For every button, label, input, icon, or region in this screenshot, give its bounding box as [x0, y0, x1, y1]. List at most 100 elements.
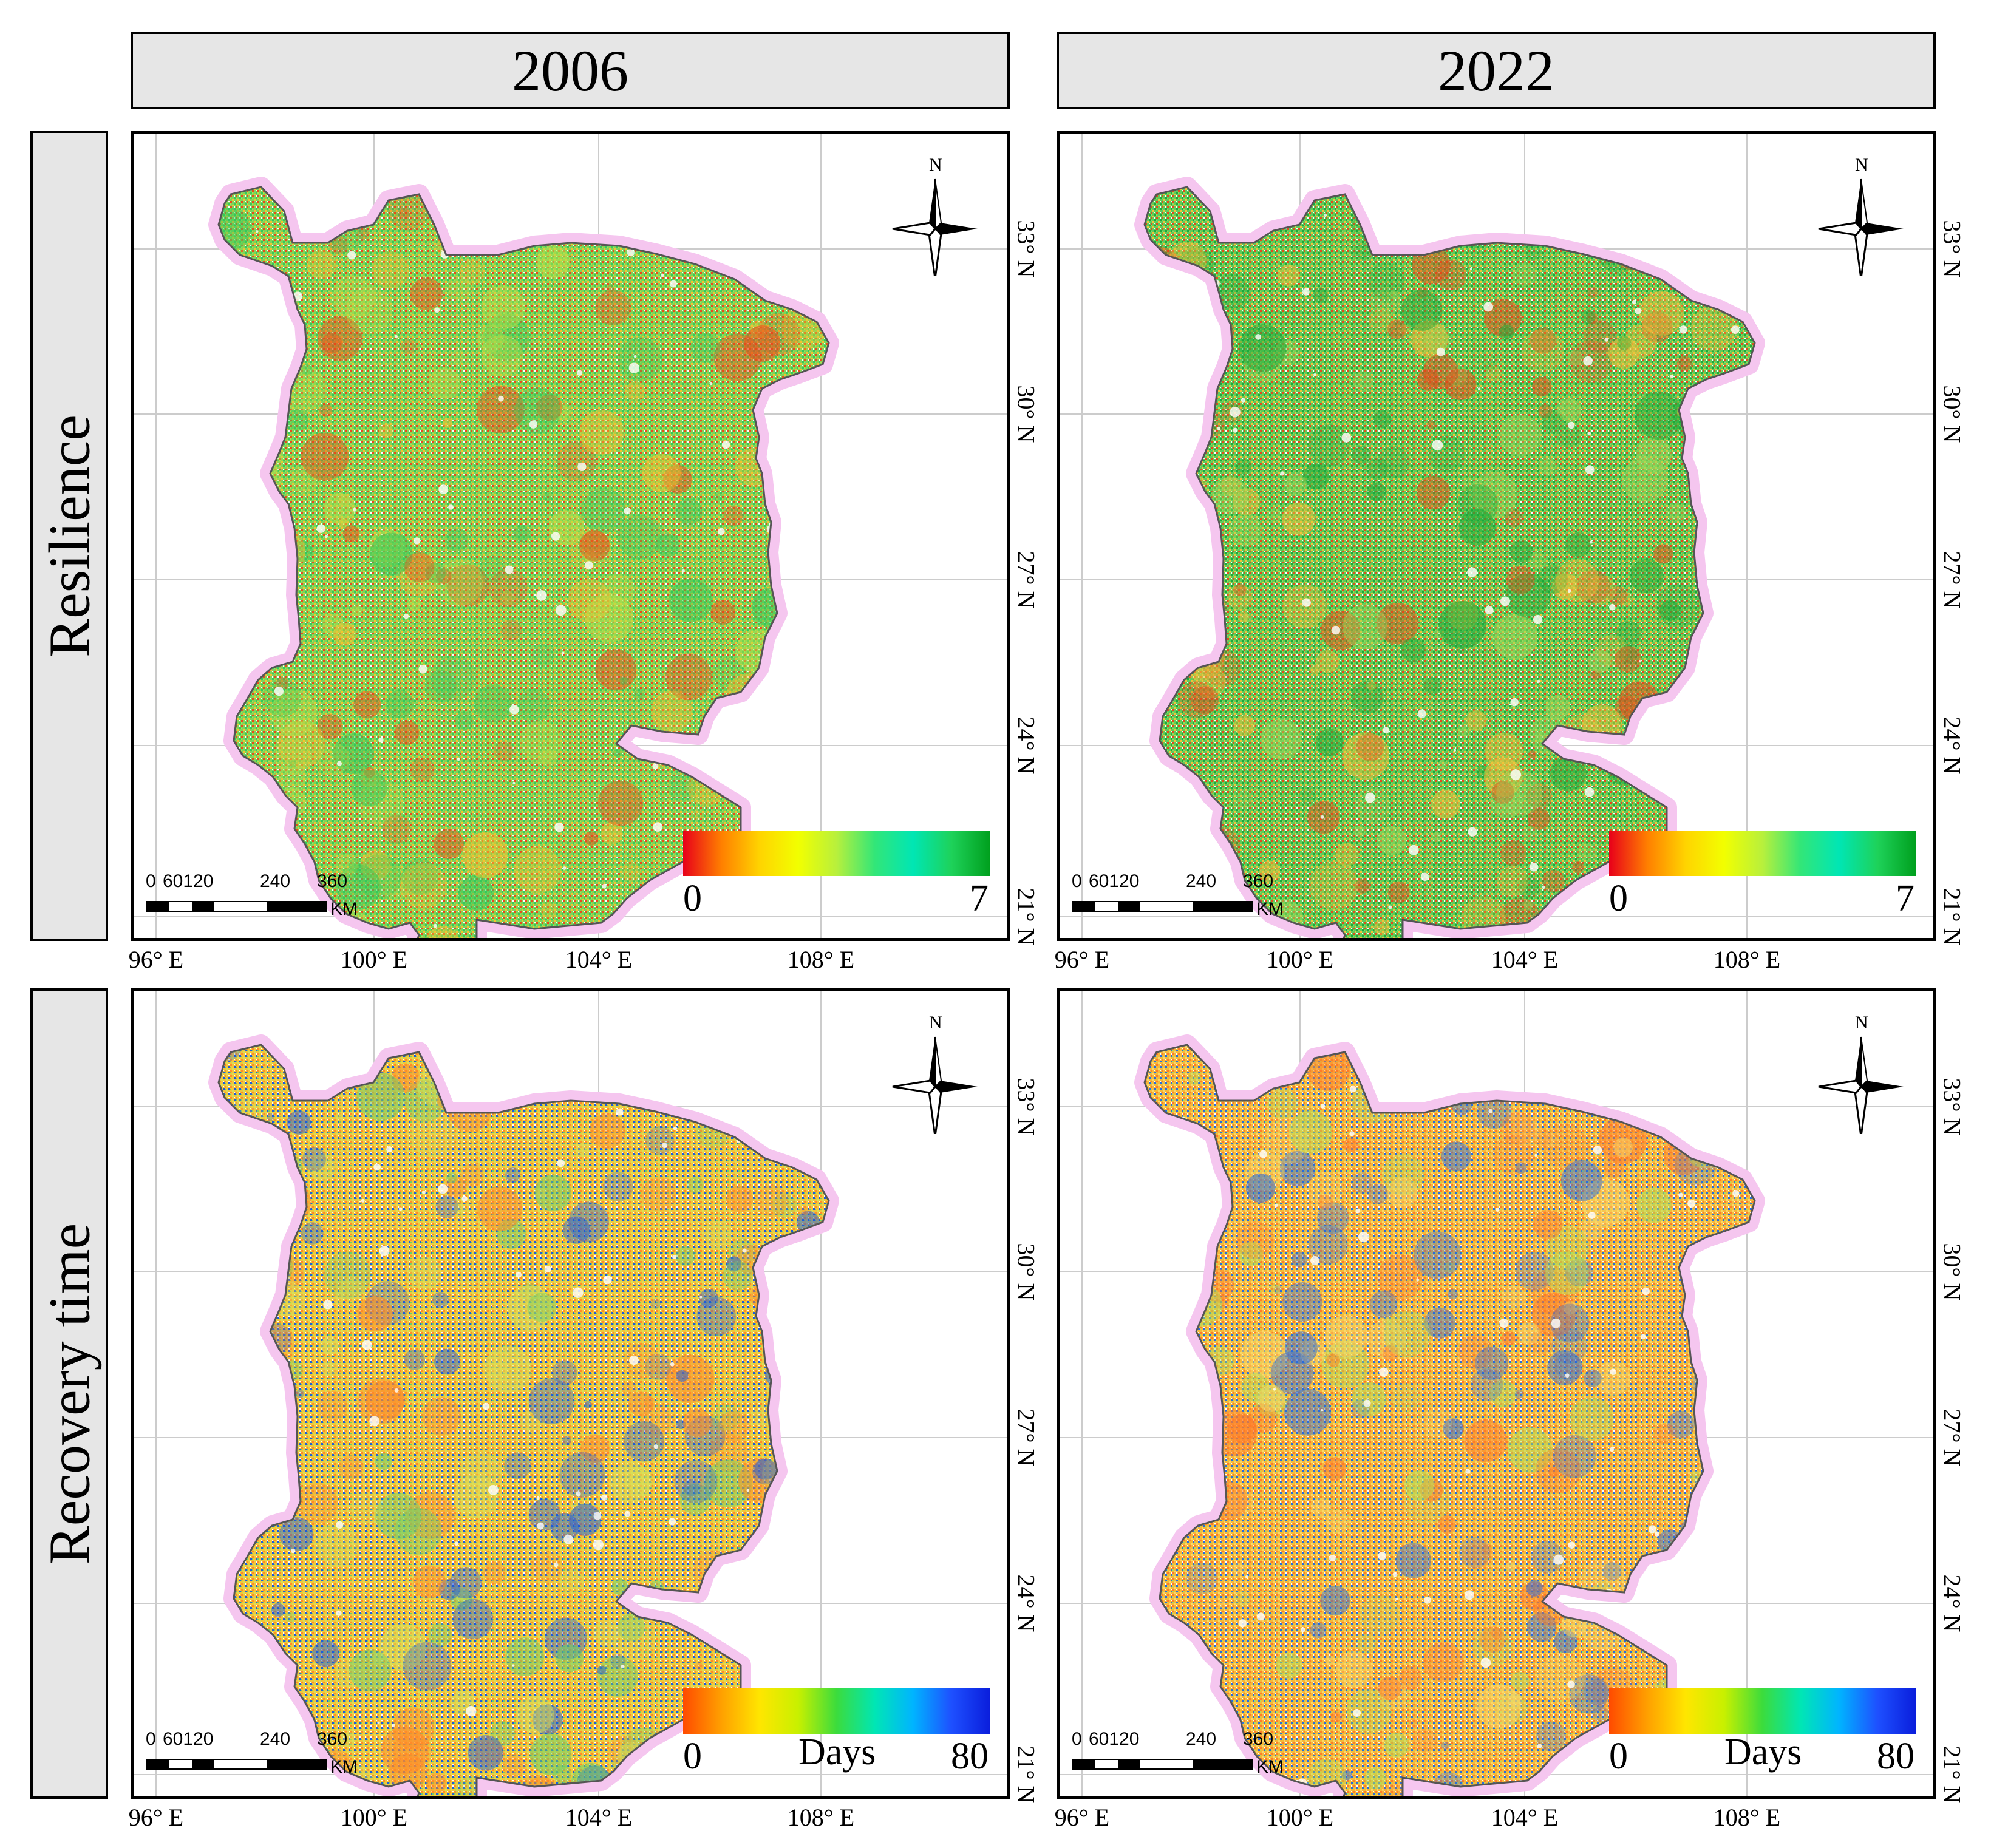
north-arrow-icon: [887, 155, 984, 279]
scale-bar-unit: KM: [1256, 1757, 1284, 1777]
latitude-label: 30° N: [1012, 385, 1040, 443]
scale-bar-label: 240: [1186, 1729, 1217, 1749]
scale-bar-unit: KM: [1256, 899, 1284, 919]
color-bar: [1609, 831, 1916, 876]
map-panel-resilience-2006: 33° N 30° N 27° N 24° N 21° N 96° E 100° E 104°…: [129, 131, 1040, 973]
north-label: N: [1855, 1013, 1868, 1033]
color-bar-min: 0: [683, 878, 702, 919]
scale-bar: 0 60120 240 360 KM: [1072, 1729, 1327, 1784]
region-map: [1060, 991, 1933, 1796]
color-bar-min: 0: [683, 1736, 702, 1777]
color-bar-min: 0: [1609, 1736, 1628, 1777]
latitude-label: 30° N: [1938, 385, 1966, 443]
longitude-label: 104° E: [565, 946, 633, 973]
row-label: Resilience: [36, 414, 102, 657]
color-bar-min: 0: [1609, 878, 1628, 919]
scale-bar-label: 240: [1186, 871, 1217, 891]
scale-bar-label: 60120: [1089, 1729, 1140, 1749]
latitude-label: 21° N: [1012, 888, 1040, 946]
longitude-label: 100° E: [340, 946, 408, 973]
latitude-label: 21° N: [1938, 888, 1966, 946]
longitude-label: 104° E: [1491, 946, 1559, 973]
latitude-label: 33° N: [1938, 1078, 1966, 1136]
longitude-label: 108° E: [787, 1804, 855, 1831]
latitude-label: 27° N: [1012, 1408, 1040, 1467]
color-bar: [683, 1688, 990, 1734]
north-arrow-icon: [1812, 1013, 1910, 1137]
latitude-label: 30° N: [1938, 1243, 1966, 1301]
color-bar-max: 80: [951, 1736, 989, 1777]
scale-bar-label: 360: [1243, 1729, 1274, 1749]
longitude-label: 108° E: [1713, 946, 1781, 973]
longitude-label: 108° E: [787, 946, 855, 973]
scale-bar-label: 360: [317, 1729, 348, 1749]
map-panel-resilience-2022: 33° N 30° N 27° N 24° N 21° N 96° E 100° E 104°…: [1055, 131, 1966, 973]
color-bar: [683, 831, 990, 876]
latitude-label: 33° N: [1012, 1078, 1040, 1136]
color-bar-max: 7: [970, 878, 989, 919]
latitude-label: 24° N: [1938, 716, 1966, 775]
latitude-label: 24° N: [1012, 716, 1040, 775]
latitude-label: 24° N: [1938, 1574, 1966, 1632]
latitude-label: 33° N: [1938, 220, 1966, 278]
region-outline: [1143, 186, 1756, 938]
latitude-label: 21° N: [1012, 1745, 1040, 1804]
longitude-label: 96° E: [128, 1804, 184, 1831]
longitude-label: 100° E: [1266, 946, 1334, 973]
scale-bar-label: 0: [1072, 871, 1082, 891]
longitude-label: 96° E: [128, 946, 184, 973]
scale-bar-unit: KM: [330, 1757, 358, 1777]
north-label: N: [1855, 155, 1868, 175]
map-panel-recovery-2022: 33° N 30° N 27° N 24° N 21° N 96° E 100° E 104°…: [1055, 988, 1966, 1831]
north-arrow-icon: [887, 1013, 984, 1137]
longitude-label: 96° E: [1054, 1804, 1110, 1831]
latitude-label: 27° N: [1012, 551, 1040, 609]
longitude-label: 100° E: [1266, 1804, 1334, 1831]
scale-bar: 0 60120 240 360 KM: [1072, 871, 1327, 926]
region-outline: [217, 1044, 830, 1796]
scale-bar-unit: KM: [330, 899, 358, 919]
region-outline: [217, 186, 830, 938]
scale-bar: 0 60120 240 360 KM: [146, 871, 401, 926]
row-header-recovery-time: Recovery time: [30, 988, 108, 1799]
region-fill: [219, 187, 829, 938]
region-map: [134, 134, 1007, 938]
scale-bar-label: 0: [1072, 1729, 1082, 1749]
map-panel-recovery-2006: 33° N 30° N 27° N 24° N 21° N 96° E 100° E 104°…: [129, 988, 1040, 1831]
row-header-resilience: Resilience: [30, 131, 108, 941]
region-map: [134, 991, 1007, 1796]
scale-bar-label: 0: [146, 871, 156, 891]
scale-bar-label: 0: [146, 1729, 156, 1749]
scale-bar-label: 60120: [1089, 871, 1140, 891]
latitude-label: 27° N: [1938, 551, 1966, 609]
row-label: Recovery time: [36, 1223, 102, 1564]
longitude-label: 100° E: [340, 1804, 408, 1831]
column-header-2022: 2022: [1057, 32, 1936, 109]
latitude-label: 30° N: [1012, 1243, 1040, 1301]
scale-bar-label: 60120: [163, 871, 214, 891]
latitude-label: 21° N: [1938, 1745, 1966, 1804]
latitude-label: 24° N: [1012, 1574, 1040, 1632]
longitude-label: 108° E: [1713, 1804, 1781, 1831]
scale-bar-label: 240: [260, 871, 291, 891]
region-map: [1060, 134, 1933, 938]
latitude-label: 27° N: [1938, 1408, 1966, 1467]
color-bar-max: 80: [1877, 1736, 1914, 1777]
color-bar: [1609, 1688, 1916, 1734]
column-label: 2022: [1438, 38, 1554, 103]
region-fill: [1145, 187, 1755, 938]
latitude-label: 33° N: [1012, 220, 1040, 278]
scale-bar-label: 360: [1243, 871, 1274, 891]
north-arrow-icon: [1812, 155, 1910, 279]
color-bar-max: 7: [1896, 878, 1914, 919]
longitude-label: 96° E: [1054, 946, 1110, 973]
color-bar-unit: Days: [1724, 1731, 1802, 1773]
region-fill: [219, 1045, 829, 1796]
north-label: N: [929, 1013, 942, 1033]
region-outline: [1143, 1044, 1756, 1796]
column-label: 2006: [512, 38, 628, 103]
scale-bar-label: 360: [317, 871, 348, 891]
scale-bar-label: 240: [260, 1729, 291, 1749]
longitude-label: 104° E: [565, 1804, 633, 1831]
longitude-label: 104° E: [1491, 1804, 1559, 1831]
